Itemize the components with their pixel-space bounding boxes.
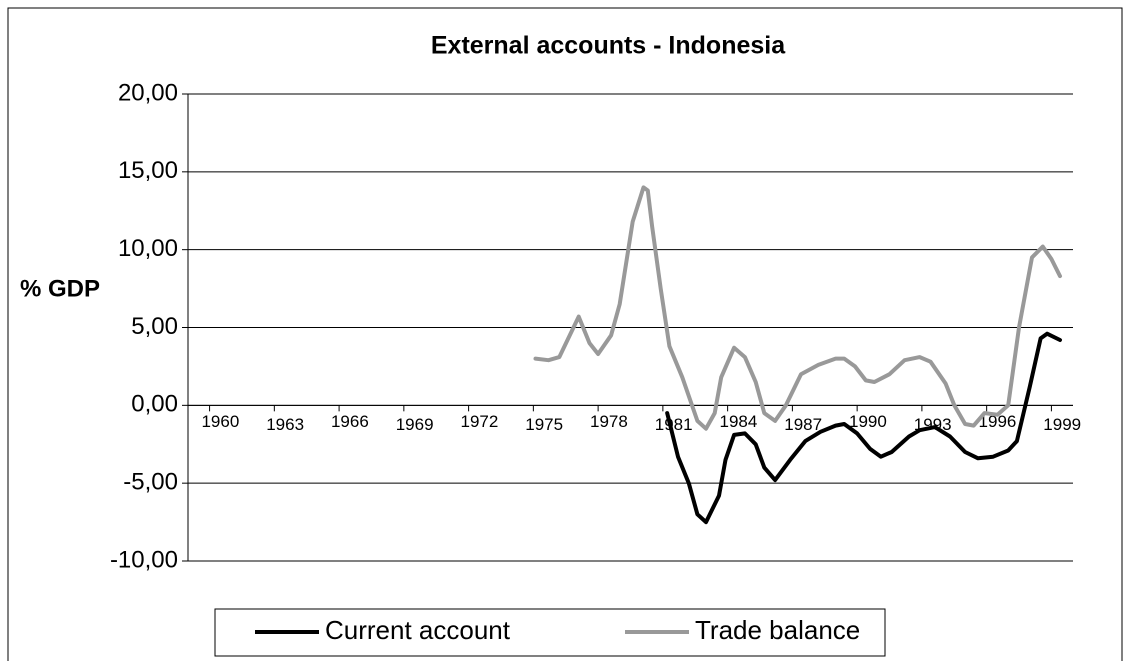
x-tick-label: 1963 — [266, 415, 304, 434]
x-tick-label: 1960 — [201, 412, 239, 431]
x-tick-label: 1981 — [655, 415, 693, 434]
x-tick-label: 1975 — [525, 415, 563, 434]
series-line — [533, 185, 1062, 431]
x-tick-label: 1990 — [849, 412, 887, 431]
x-tick-label: 1996 — [979, 412, 1017, 431]
x-tick-label: 1969 — [396, 415, 434, 434]
series-line — [665, 331, 1062, 525]
legend-label: Current account — [325, 615, 511, 645]
x-tick-label: 1987 — [784, 415, 822, 434]
x-tick-label: 1984 — [720, 412, 758, 431]
y-tick-label: 20,00 — [118, 79, 178, 106]
y-tick-label: 10,00 — [118, 235, 178, 262]
x-tick-label: 1978 — [590, 412, 628, 431]
chart-title: External accounts - Indonesia — [431, 32, 786, 60]
y-tick-label: 15,00 — [118, 157, 178, 184]
legend-label: Trade balance — [695, 615, 860, 645]
y-tick-label: 5,00 — [131, 313, 178, 340]
legend-box — [214, 608, 886, 657]
y-tick-label: -5,00 — [123, 469, 178, 496]
x-tick-label: 1966 — [331, 412, 369, 431]
y-tick-label: 0,00 — [131, 391, 178, 418]
y-tick-label: -10,00 — [110, 546, 178, 573]
y-axis-label: % GDP — [20, 275, 100, 302]
x-tick-label: 1972 — [460, 412, 498, 431]
x-tick-label: 1999 — [1043, 415, 1081, 434]
chart-frame — [7, 7, 1123, 661]
